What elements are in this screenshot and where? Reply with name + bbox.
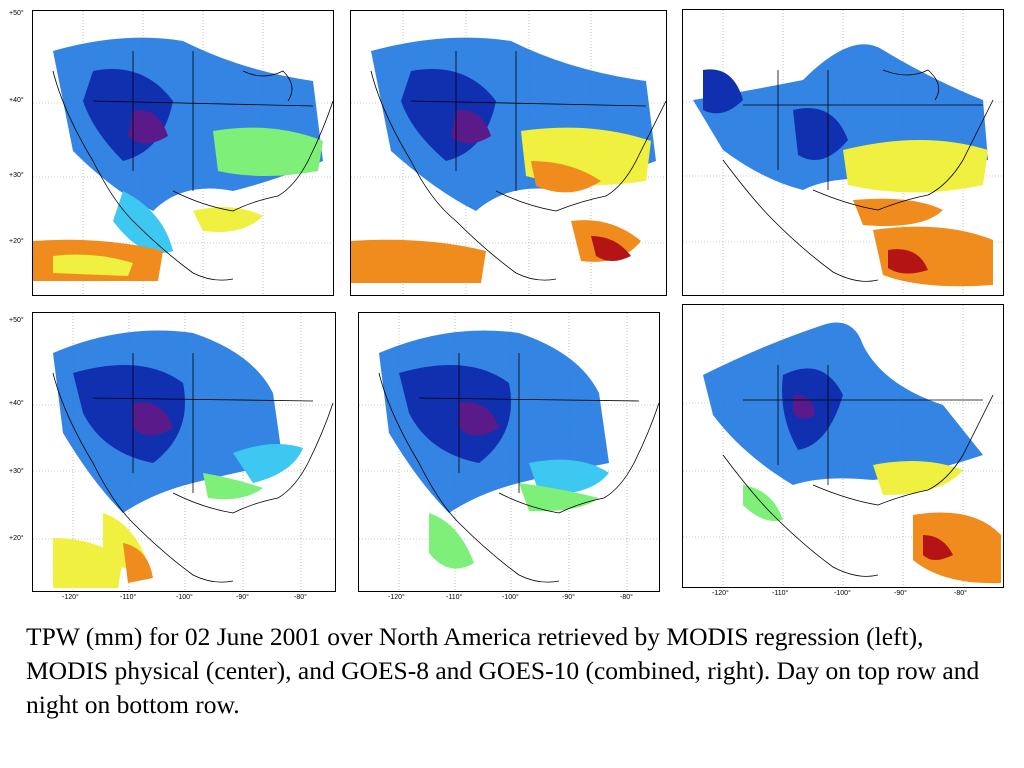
- coastlines: [722, 365, 994, 577]
- lon-label-80: -80°: [294, 594, 307, 601]
- tpw-field: [33, 37, 323, 281]
- tpw-field: [379, 330, 609, 569]
- tpw-field: [351, 37, 656, 283]
- coastlines: [378, 353, 659, 583]
- tpw-map: [683, 305, 1003, 587]
- tpw-map: [359, 313, 659, 591]
- lon-label-80: -80°: [954, 590, 967, 597]
- lon-label-110: -110°: [446, 594, 463, 601]
- tpw-field: [693, 44, 993, 287]
- lon-label-80: -80°: [620, 594, 633, 601]
- tpw-field: [53, 330, 303, 588]
- map-panel-goes-combined-night: [682, 304, 1004, 588]
- lon-label-100: -100°: [176, 594, 193, 601]
- tpw-map: [33, 11, 333, 295]
- lat-label-40: +40°: [9, 97, 24, 104]
- tpw-map: [33, 313, 335, 591]
- coastlines: [370, 51, 666, 281]
- lat-label-20: +20°: [9, 238, 24, 245]
- lat-label-30: +30°: [9, 172, 24, 179]
- map-panel-goes-combined-day: [682, 9, 1004, 296]
- map-panel-modis-regression-day: [32, 10, 334, 296]
- figure-caption: TPW (mm) for 02 June 2001 over North Ame…: [26, 622, 980, 719]
- tpw-map: [683, 10, 1003, 295]
- coastlines: [52, 353, 334, 583]
- lon-label-90: -90°: [562, 594, 575, 601]
- lon-label-100: -100°: [502, 594, 519, 601]
- lon-label-90: -90°: [236, 594, 249, 601]
- lat-label-30: +30°: [9, 468, 24, 475]
- lat-label-20: +20°: [9, 535, 24, 542]
- tpw-field: [703, 322, 1001, 584]
- tpw-map: [351, 11, 666, 295]
- lon-label-120: -120°: [712, 590, 729, 597]
- lat-label-40: +40°: [9, 400, 24, 407]
- lon-label-90: -90°: [894, 590, 907, 597]
- map-panel-modis-regression-night: [32, 312, 336, 592]
- lon-label-120: -120°: [62, 594, 79, 601]
- map-panel-modis-physical-night: [358, 312, 660, 592]
- map-panel-modis-physical-day: [350, 10, 667, 296]
- lon-label-110: -110°: [772, 590, 789, 597]
- lon-label-100: -100°: [834, 590, 851, 597]
- lat-label-50: +50°: [9, 10, 24, 17]
- coastlines: [52, 51, 333, 281]
- lon-label-120: -120°: [388, 594, 405, 601]
- coastlines: [722, 69, 994, 282]
- lat-label-50: +50°: [9, 317, 24, 324]
- lon-label-110: -110°: [120, 594, 137, 601]
